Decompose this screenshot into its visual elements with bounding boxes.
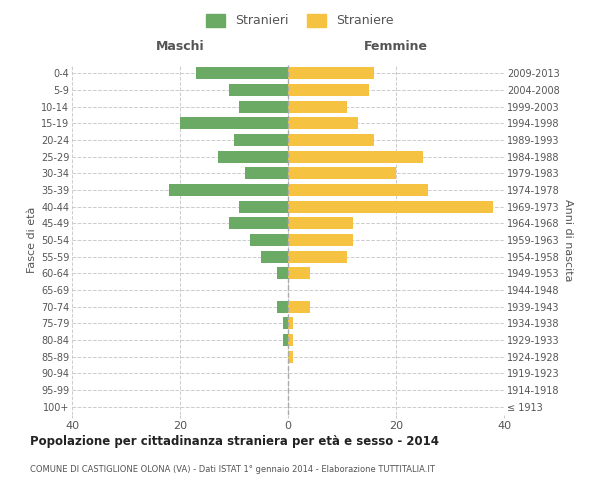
Bar (288, 234, 353, 246)
Text: COMUNE DI CASTIGLIONE OLONA (VA) - Dati ISTAT 1° gennaio 2014 - Elaborazione TUT: COMUNE DI CASTIGLIONE OLONA (VA) - Dati … (30, 465, 435, 474)
Bar (239, 100, 288, 112)
Bar (277, 300, 288, 312)
Bar (229, 218, 288, 230)
Bar (196, 68, 288, 80)
Bar (169, 184, 288, 196)
Legend: Stranieri, Straniere: Stranieri, Straniere (202, 8, 398, 32)
Bar (234, 134, 288, 146)
Bar (180, 118, 288, 130)
Bar (245, 168, 288, 179)
Bar (288, 150, 423, 162)
Bar (283, 334, 288, 346)
Bar (288, 84, 369, 96)
Bar (239, 200, 288, 212)
Bar (288, 350, 293, 362)
Bar (288, 134, 374, 146)
Bar (288, 218, 353, 230)
Bar (277, 268, 288, 280)
Bar (288, 68, 374, 80)
Y-axis label: Fasce di età: Fasce di età (26, 207, 37, 273)
Bar (229, 84, 288, 96)
Text: Femmine: Femmine (364, 40, 428, 52)
Bar (250, 234, 288, 246)
Bar (261, 250, 288, 262)
Bar (288, 184, 428, 196)
Bar (288, 334, 293, 346)
Bar (283, 318, 288, 330)
Bar (288, 250, 347, 262)
Bar (288, 100, 347, 112)
Bar (218, 150, 288, 162)
Bar (288, 168, 396, 179)
Text: Popolazione per cittadinanza straniera per età e sesso - 2014: Popolazione per cittadinanza straniera p… (30, 435, 439, 448)
Y-axis label: Anni di nascita: Anni di nascita (563, 198, 574, 281)
Bar (288, 318, 293, 330)
Bar (288, 200, 493, 212)
Bar (288, 118, 358, 130)
Text: Maschi: Maschi (155, 40, 205, 52)
Bar (288, 268, 310, 280)
Bar (288, 300, 310, 312)
